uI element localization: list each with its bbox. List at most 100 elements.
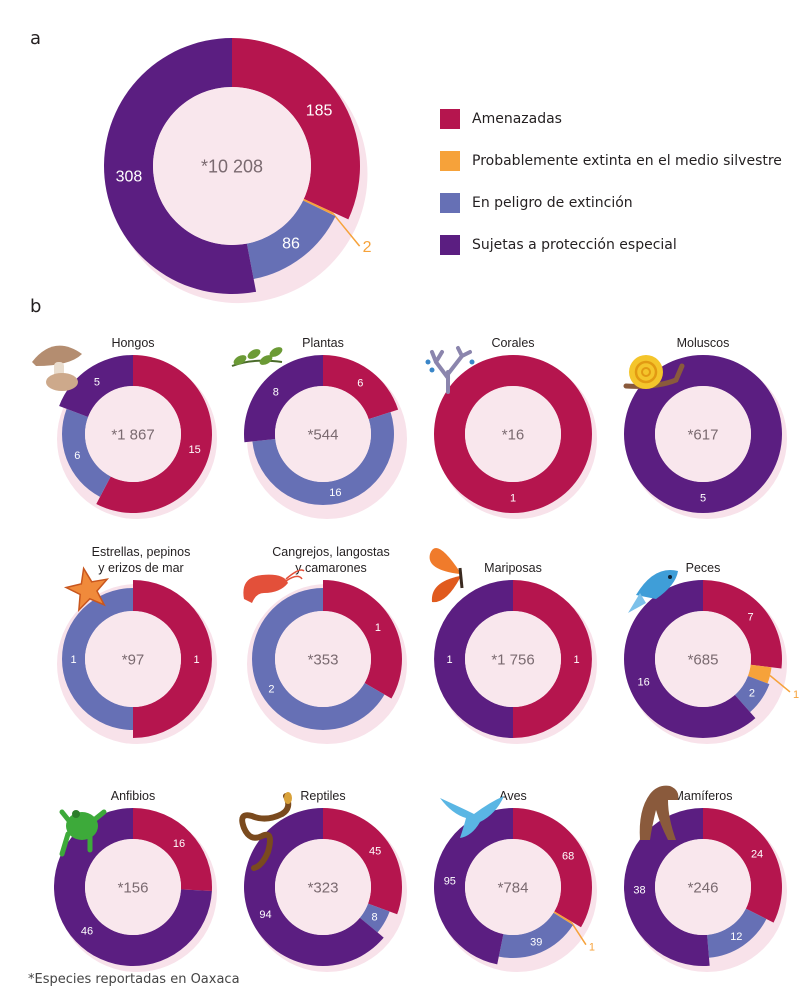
- fish-tail: [628, 593, 646, 613]
- center-total-label: *353: [308, 651, 339, 668]
- donut-chart: 68 1 39 95 *784 Aves: [433, 789, 597, 972]
- snail-shell: [629, 355, 663, 389]
- donut-chart: 24 12 38 *246 Mamíferos: [624, 789, 787, 972]
- slice-value-label: 39: [530, 937, 542, 949]
- slice-amenazadas: [133, 580, 212, 738]
- slice-amenazadas: [96, 355, 212, 513]
- center-total-label: *16: [502, 426, 525, 443]
- slice-value-label: 16: [329, 487, 341, 499]
- coral-bubble: [469, 359, 475, 365]
- panel-a-letter: a: [30, 28, 42, 49]
- donut-center: [85, 386, 181, 482]
- slice-amenazadas: [232, 38, 360, 220]
- coral-bubble: [425, 359, 431, 365]
- donut-center: [85, 611, 181, 707]
- leader-line: [769, 674, 791, 693]
- donut-center: [85, 839, 181, 935]
- slice-value-label: 1: [573, 654, 579, 666]
- slice-value-label: 1: [70, 654, 76, 666]
- slice-proteccion: [434, 580, 513, 738]
- donut-chart: 15 6 5 *1 867 Hongos: [57, 336, 217, 519]
- slice-amenazadas: [433, 355, 592, 513]
- slice-value-label: 46: [81, 926, 93, 938]
- chart-title: Mariposas: [484, 561, 542, 575]
- slice-value-label: 8: [273, 386, 279, 398]
- slice-value-label: 15: [189, 444, 201, 456]
- slice-proteccion: [244, 355, 323, 443]
- slice-amenazadas: [513, 808, 592, 928]
- slice-extinta: [303, 198, 334, 215]
- donut-chart: 1 1 *1 756 Mariposas: [434, 561, 597, 744]
- slice-amenazadas: [323, 580, 403, 699]
- slice-value-label: 8: [371, 912, 377, 924]
- plant-leaf: [247, 349, 261, 359]
- slice-proteccion: [54, 808, 212, 966]
- slice-value-label: 12: [730, 931, 742, 943]
- slice-value-label: 2: [749, 688, 755, 700]
- slice-peligro: [61, 408, 111, 497]
- legend-item-proteccion: Sujetas a protección especial: [440, 224, 782, 266]
- slice-value-label: 1: [589, 942, 595, 954]
- legend-item-amenazadas: Amenazadas: [440, 98, 782, 140]
- butterfly-wing-upper: [429, 548, 460, 574]
- frog-icon: [59, 809, 107, 857]
- donut-chart: 6 16 8 *544 Plantas: [244, 336, 407, 519]
- center-total-label: *323: [308, 879, 339, 896]
- donut-center: [465, 386, 561, 482]
- legend-swatch-peligro: [440, 193, 460, 213]
- slice-value-label: 1: [510, 492, 516, 504]
- slice-value-label: 308: [116, 168, 143, 185]
- fish-body: [636, 570, 678, 599]
- slice-peligro: [498, 912, 573, 958]
- slice-value-label: 6: [74, 450, 80, 462]
- legend-swatch-extinta: [440, 151, 460, 171]
- panel-b-letter: b: [30, 296, 42, 317]
- donut-center: [275, 611, 371, 707]
- slice-peligro: [62, 588, 133, 730]
- snail-spiral: [634, 360, 658, 384]
- legend-label: En peligro de extinción: [472, 195, 633, 211]
- slice-value-label: 94: [259, 909, 271, 921]
- center-total-label: *544: [308, 426, 339, 443]
- slice-value-label: 7: [747, 612, 753, 624]
- shrimp-icon: [243, 569, 305, 603]
- donut-center: [655, 611, 751, 707]
- slice-proteccion: [624, 808, 710, 966]
- slice-extinta: [747, 664, 772, 684]
- chart-title: Moluscos: [677, 336, 730, 350]
- slice-peligro: [707, 908, 767, 958]
- center-total-label: *617: [688, 426, 719, 443]
- slice-value-label: 2: [363, 239, 372, 256]
- slice-value-label: 185: [306, 103, 333, 120]
- chart-title: Estrellas, pepinos: [92, 545, 191, 559]
- slice-amenazadas: [323, 355, 399, 420]
- starfish-shape: [63, 566, 110, 613]
- shrimp-antenna: [285, 569, 305, 582]
- slice-value-label: 1: [793, 689, 799, 701]
- slice-peligro: [246, 200, 336, 279]
- slice-value-label: 5: [94, 377, 100, 389]
- slice-proteccion: [103, 38, 257, 294]
- cougar-icon: [639, 785, 679, 840]
- center-total-label: *156: [118, 879, 149, 896]
- donut-chart: 1 *16 Corales: [433, 336, 597, 519]
- bird-icon: [440, 796, 504, 838]
- butterfly-body: [458, 567, 464, 589]
- legend-swatch-proteccion: [440, 235, 460, 255]
- slice-amenazadas: [323, 808, 402, 915]
- donut-center: [275, 386, 371, 482]
- snake-icon: [239, 792, 292, 871]
- slice-amenazadas: [513, 580, 592, 738]
- slice-value-label: 16: [173, 838, 185, 850]
- slice-value-label: 38: [633, 885, 645, 897]
- chart-title: Peces: [686, 561, 721, 575]
- donut-center: [465, 839, 561, 935]
- slice-amenazadas: [703, 580, 782, 669]
- fish-icon: [628, 570, 678, 613]
- center-total-label: *97: [122, 651, 145, 668]
- chart-title: Aves: [499, 789, 527, 803]
- chart-title: y erizos de mar: [98, 561, 183, 575]
- slice-value-label: 86: [282, 236, 300, 253]
- center-total-label: *1 867: [111, 426, 154, 443]
